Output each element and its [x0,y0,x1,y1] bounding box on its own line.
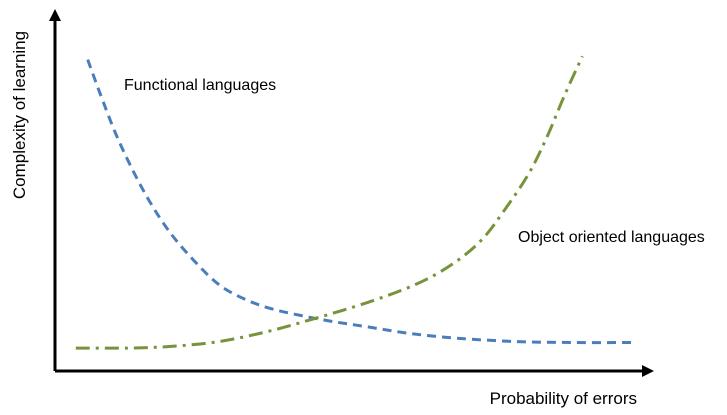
y-axis-label: Complexity of learning [10,31,29,199]
x-axis-label: Probability of errors [490,389,637,408]
series-line-object-oriented-languages [75,55,584,350]
series-label-object-oriented-languages: Object oriented languages [518,229,705,246]
series-line-functional-languages [86,59,637,345]
plot-lines [75,55,637,350]
series-label-functional-languages: Functional languages [124,77,276,94]
